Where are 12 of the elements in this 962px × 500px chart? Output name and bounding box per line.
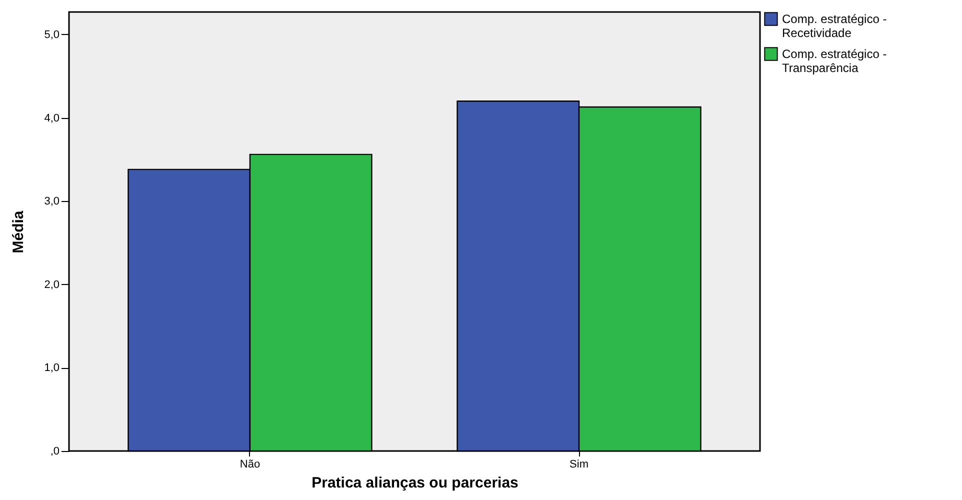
y-tick-label: 4,0: [44, 112, 60, 124]
y-tick-label: 5,0: [44, 28, 60, 41]
legend-label: Comp. estratégico - Transparência: [782, 47, 887, 75]
y-tick-label: 3,0: [44, 196, 60, 208]
y-tick-label: ,0: [50, 446, 60, 458]
y-tick-label: 1,0: [44, 362, 60, 374]
y-tick-label: 2,0: [44, 278, 60, 291]
x-axis-title: Pratica alianças ou parcerias: [312, 474, 518, 492]
x-tick-label: Não: [240, 458, 260, 470]
y-axis-title: Média: [10, 210, 28, 254]
legend-label: Comp. estratégico - Recetividade: [782, 12, 887, 40]
x-tick-label: Sim: [570, 458, 588, 470]
